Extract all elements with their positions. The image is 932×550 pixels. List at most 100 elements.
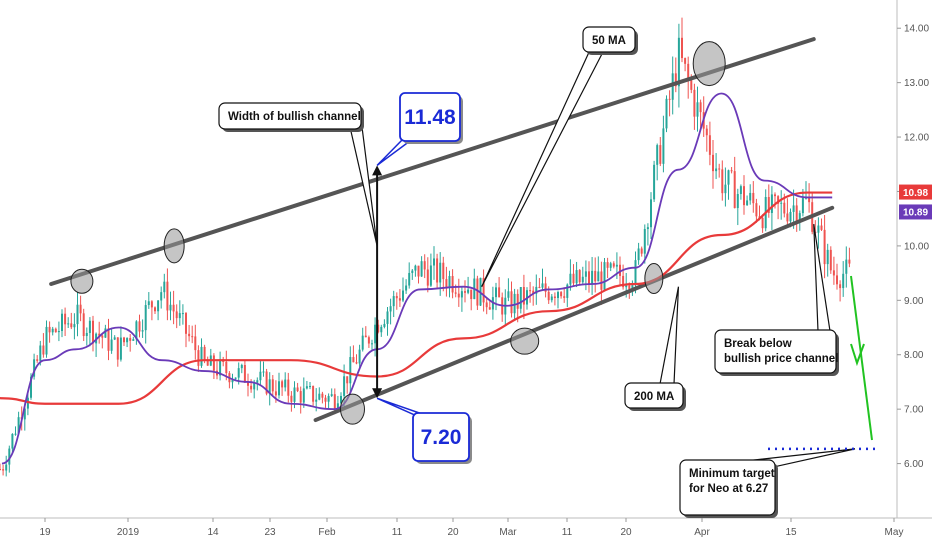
candle	[832, 256, 835, 285]
candle-body	[715, 168, 718, 172]
candle	[584, 260, 587, 291]
candle-body	[839, 284, 842, 289]
candle	[684, 57, 687, 72]
candle-body	[507, 291, 510, 298]
candle-body	[278, 381, 280, 396]
candle	[197, 345, 200, 372]
label-high: 11.48	[376, 92, 463, 166]
callout-target-box	[679, 459, 776, 516]
candle-body	[194, 336, 197, 351]
candle-body	[532, 290, 535, 294]
candle	[271, 375, 274, 396]
candle	[408, 262, 411, 289]
candle-body	[671, 73, 674, 100]
candle-body	[259, 371, 262, 381]
candle-body	[2, 469, 5, 471]
candle	[107, 318, 110, 361]
candle-body	[817, 225, 820, 233]
candle-body	[154, 307, 156, 312]
candle-body	[460, 291, 463, 298]
candle-body	[48, 326, 51, 333]
candle-body	[271, 379, 274, 392]
candle-body	[45, 326, 48, 355]
candle-body	[284, 379, 287, 388]
candle-body	[299, 391, 302, 403]
candle-body	[690, 80, 693, 90]
candle-body	[336, 403, 339, 409]
annotations: Width of bullish channel 50 MA 200 MA Break…	[218, 26, 878, 518]
candle	[467, 276, 470, 295]
candle	[777, 195, 780, 220]
candle	[45, 320, 48, 358]
candle-body	[439, 262, 442, 283]
candle-body	[132, 339, 135, 341]
candle	[135, 320, 138, 345]
callout-ma200: 200 MA	[624, 286, 686, 411]
label-high-text: 11.48	[404, 106, 456, 129]
candle-body	[820, 225, 823, 230]
candle-body	[8, 448, 11, 465]
candle	[247, 373, 249, 397]
candle	[178, 300, 181, 326]
candle-body	[116, 337, 119, 360]
candle	[361, 327, 364, 352]
candle-body	[429, 265, 432, 286]
moving-averages	[0, 92, 833, 465]
callout-width: Width of bullish channel	[218, 102, 378, 247]
candle	[650, 192, 652, 239]
candle-body	[631, 285, 634, 290]
candle-body	[411, 270, 414, 273]
candle-body	[346, 376, 349, 384]
candle	[826, 243, 829, 277]
candle	[476, 275, 479, 311]
candle	[349, 346, 352, 393]
candle-body	[712, 154, 714, 172]
candle-body	[451, 276, 454, 293]
candle	[764, 189, 767, 232]
candle-body	[144, 305, 147, 331]
candle	[324, 394, 327, 408]
candle	[677, 23, 680, 108]
candle-body	[107, 328, 110, 351]
candle	[845, 246, 848, 288]
x-tick-label: 2019	[117, 527, 140, 538]
candle	[185, 312, 187, 348]
candle-body	[26, 397, 29, 409]
candle-body	[392, 296, 395, 307]
candle-body	[643, 229, 646, 254]
candle	[724, 167, 727, 207]
candle	[674, 57, 677, 93]
candle	[219, 351, 222, 381]
candle-body	[92, 320, 94, 344]
candle	[67, 317, 70, 329]
candle-body	[358, 349, 361, 364]
candle-body	[606, 262, 609, 268]
candle	[730, 167, 733, 174]
candle-body	[36, 359, 39, 361]
candle-body	[315, 399, 318, 402]
candle	[656, 143, 659, 181]
candle-body	[829, 249, 832, 271]
candle-body	[464, 291, 466, 293]
candle	[457, 278, 460, 307]
candle-body	[281, 381, 284, 388]
candle	[473, 268, 476, 300]
x-tick-label: 23	[264, 527, 276, 538]
candle-body	[147, 301, 150, 306]
candle	[640, 246, 643, 257]
candle	[560, 290, 563, 299]
candle	[529, 281, 532, 303]
candle	[578, 269, 581, 285]
candle-body	[110, 339, 113, 351]
candle-body	[519, 287, 522, 309]
x-tick-label: 14	[207, 527, 219, 538]
candle-body	[197, 350, 200, 366]
candle	[346, 376, 349, 394]
x-tick-label: Feb	[318, 527, 336, 538]
candle	[510, 281, 513, 318]
candle	[129, 334, 132, 352]
touch-ellipse	[692, 41, 726, 87]
x-tick-label: 11	[562, 527, 573, 538]
candle	[712, 140, 714, 189]
candle-body	[135, 321, 138, 340]
